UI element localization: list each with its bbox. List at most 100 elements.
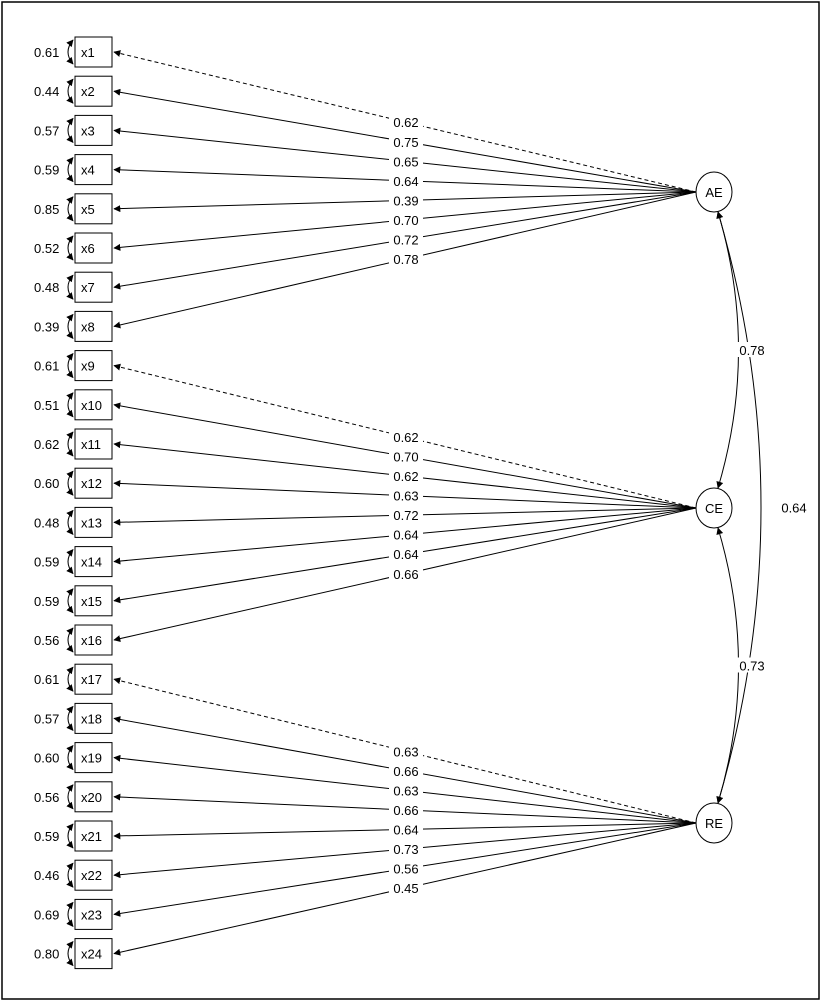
indicator-label-x14: x14	[81, 555, 102, 570]
error-variance-label: 0.62	[34, 437, 59, 452]
error-variance-arrow	[68, 902, 73, 926]
error-variance-label: 0.46	[34, 868, 59, 883]
correlation-label: 0.73	[739, 659, 764, 674]
error-variance-arrow	[68, 667, 73, 691]
loading-label: 0.70	[393, 213, 418, 228]
error-variance-arrow	[68, 118, 73, 142]
loading-label: 0.73	[393, 842, 418, 857]
correlation-label: 0.64	[781, 501, 806, 516]
error-variance-arrow	[68, 706, 73, 730]
indicator-label-x2: x2	[81, 84, 95, 99]
error-variance-label: 0.61	[34, 45, 59, 60]
labels-layer: x1 0.61 x2 0.44 x3 0.57 x4 0.59 x5 0.85 x6 0.52 x7 0.…	[34, 45, 811, 962]
error-variance-label: 0.56	[34, 790, 59, 805]
loading-label: 0.75	[393, 135, 418, 150]
loading-label: 0.62	[393, 115, 418, 130]
error-variance-arrow	[68, 550, 73, 574]
error-variance-arrow	[68, 471, 73, 495]
loading-label: 0.78	[393, 252, 418, 267]
indicator-label-x9: x9	[81, 359, 95, 374]
loading-label: 0.39	[393, 193, 418, 208]
error-variance-arrow	[68, 40, 73, 64]
factor-label-CE: CE	[705, 501, 723, 516]
loading-label: 0.66	[393, 764, 418, 779]
error-variance-label: 0.52	[34, 241, 59, 256]
indicator-label-x7: x7	[81, 280, 95, 295]
loading-label: 0.63	[393, 744, 418, 759]
indicator-label-x18: x18	[81, 711, 102, 726]
error-variance-arrow	[68, 628, 73, 652]
loading-label: 0.64	[393, 822, 418, 837]
error-variance-label: 0.48	[34, 515, 59, 530]
loading-label: 0.64	[393, 174, 418, 189]
loading-label: 0.63	[393, 489, 418, 504]
loading-label: 0.62	[393, 430, 418, 445]
error-variance-label: 0.39	[34, 319, 59, 334]
factor-label-RE: RE	[705, 816, 723, 831]
error-variance-label: 0.69	[34, 907, 59, 922]
error-variance-label: 0.61	[34, 359, 59, 374]
error-variance-arrow	[68, 275, 73, 299]
loading-label: 0.64	[393, 528, 418, 543]
factor-label-AE: AE	[705, 185, 723, 200]
indicator-label-x8: x8	[81, 319, 95, 334]
error-variance-label: 0.61	[34, 672, 59, 687]
error-variance-arrow	[68, 354, 73, 378]
error-variance-label: 0.59	[34, 555, 59, 570]
indicator-label-x19: x19	[81, 751, 102, 766]
error-variance-arrow	[68, 942, 73, 966]
error-variance-label: 0.59	[34, 829, 59, 844]
loading-label: 0.56	[393, 862, 418, 877]
error-variance-arrow	[68, 824, 73, 848]
error-variance-arrow	[68, 158, 73, 182]
loading-label: 0.70	[393, 450, 418, 465]
indicator-label-x23: x23	[81, 907, 102, 922]
loading-label: 0.72	[393, 232, 418, 247]
error-variance-arrow	[68, 746, 73, 770]
error-variance-arrow	[68, 197, 73, 221]
loading-label: 0.72	[393, 508, 418, 523]
loading-label: 0.65	[393, 154, 418, 169]
indicator-label-x4: x4	[81, 163, 95, 178]
error-variance-label: 0.44	[34, 84, 59, 99]
error-variance-label: 0.56	[34, 633, 59, 648]
indicator-label-x1: x1	[81, 45, 95, 60]
indicator-label-x10: x10	[81, 398, 102, 413]
indicator-label-x17: x17	[81, 672, 102, 687]
error-variance-label: 0.80	[34, 947, 59, 962]
error-variance-arrow	[68, 589, 73, 613]
error-variance-label: 0.60	[34, 476, 59, 491]
indicator-label-x24: x24	[81, 947, 102, 962]
indicator-label-x3: x3	[81, 123, 95, 138]
indicator-label-x12: x12	[81, 476, 102, 491]
error-variance-label: 0.51	[34, 398, 59, 413]
error-variance-arrow	[68, 863, 73, 887]
error-variance-label: 0.57	[34, 711, 59, 726]
indicator-label-x13: x13	[81, 515, 102, 530]
indicator-label-x22: x22	[81, 868, 102, 883]
loading-label: 0.62	[393, 469, 418, 484]
error-variance-label: 0.85	[34, 202, 59, 217]
error-variance-arrow	[68, 785, 73, 809]
error-variance-label: 0.59	[34, 594, 59, 609]
error-variance-label: 0.57	[34, 123, 59, 138]
error-variance-label: 0.60	[34, 751, 59, 766]
correlation-label: 0.78	[739, 343, 764, 358]
error-variance-arrow	[68, 314, 73, 338]
error-variance-arrow	[68, 510, 73, 534]
indicator-label-x21: x21	[81, 829, 102, 844]
error-variance-arrow	[68, 79, 73, 103]
indicator-label-x6: x6	[81, 241, 95, 256]
indicator-label-x5: x5	[81, 202, 95, 217]
loading-label: 0.66	[393, 567, 418, 582]
indicator-label-x16: x16	[81, 633, 102, 648]
error-variance-arrow	[68, 236, 73, 260]
indicator-label-x11: x11	[81, 437, 101, 452]
error-variance-arrow	[68, 393, 73, 417]
error-variance-label: 0.59	[34, 163, 59, 178]
loading-label: 0.64	[393, 547, 418, 562]
loading-label: 0.63	[393, 783, 418, 798]
indicator-label-x20: x20	[81, 790, 102, 805]
